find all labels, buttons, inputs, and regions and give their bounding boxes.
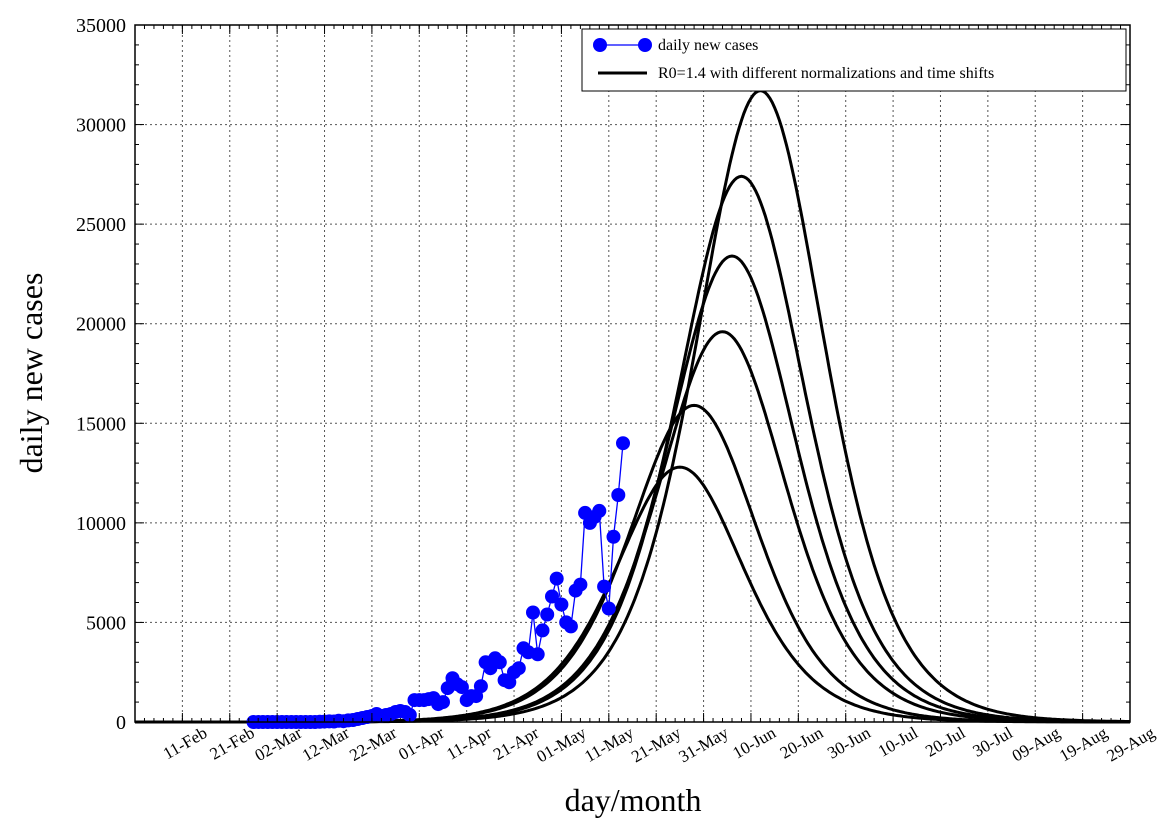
daily-cases-point <box>549 571 564 586</box>
legend-box <box>581 28 1127 92</box>
daily-cases-point <box>611 488 626 502</box>
x-tick-label: 31-May <box>675 723 732 767</box>
x-tick-label: 21-Feb <box>207 723 258 764</box>
x-tick-label: 11-Apr <box>443 723 495 764</box>
plot-frame <box>134 24 1131 723</box>
x-tick-label: 10-Jun <box>729 723 779 763</box>
x-tick-label: 02-Mar <box>251 723 305 765</box>
daily-cases-point <box>473 679 488 694</box>
daily-cases-point <box>573 577 588 592</box>
legend-label-r0-curves: R0=1.4 with different normalizations and… <box>658 65 994 82</box>
x-tick-label: 20-Jun <box>777 723 827 763</box>
daily-cases-point <box>592 503 607 518</box>
x-tick-label: 11-Feb <box>160 723 211 763</box>
daily-cases-point <box>511 661 526 676</box>
daily-cases-point <box>526 605 540 620</box>
x-tick-label: 22-Mar <box>346 723 400 765</box>
x-tick-label: 12-Mar <box>299 723 353 765</box>
x-tick-label: 10-Jul <box>875 723 922 761</box>
daily-cases-point <box>535 623 550 638</box>
grid-lines <box>135 25 1130 722</box>
daily-cases-point <box>492 655 507 670</box>
y-axis-title: daily new cases <box>13 273 49 474</box>
legend: daily new cases R0=1.4 with different no… <box>581 28 1127 92</box>
y-tick-label: 5000 <box>86 612 126 634</box>
daily-cases-point <box>606 529 621 544</box>
daily-cases-point <box>563 619 578 634</box>
legend-label-daily-cases: daily new cases <box>658 37 758 54</box>
x-tick-label: 20-Jul <box>922 723 969 761</box>
daily-cases-point <box>554 597 569 612</box>
data-series <box>246 436 630 729</box>
x-tick-label: 01-May <box>533 723 590 767</box>
y-tick-label: 20000 <box>76 314 126 336</box>
y-tick-labels: 0 5000 10000 15000 20000 25000 30000 35000 <box>76 15 126 734</box>
x-tick-label: 19-Aug <box>1056 723 1111 766</box>
daily-cases-point <box>530 647 545 662</box>
x-tick-label: 21-Apr <box>490 723 542 764</box>
x-axis-title: day/month <box>565 782 702 818</box>
y-tick-label: 30000 <box>76 115 126 137</box>
y-tick-label: 0 <box>116 712 126 734</box>
daily-cases-point <box>601 601 616 616</box>
x-tick-label: 30-Jun <box>824 723 874 763</box>
daily-cases-point <box>616 436 630 451</box>
legend-marker-right <box>638 38 652 52</box>
legend-marker-left <box>593 38 607 52</box>
y-tick-label: 15000 <box>76 413 126 435</box>
daily-cases-point <box>454 680 469 695</box>
x-tick-label: 30-Jul <box>970 723 1017 761</box>
x-tick-label: 01-Apr <box>395 723 447 764</box>
x-tick-label: 21-May <box>628 723 685 767</box>
y-tick-label: 10000 <box>76 513 126 535</box>
x-tick-label: 11-May <box>581 723 637 766</box>
x-tick-label: 09-Aug <box>1009 723 1064 766</box>
daily-cases-point <box>545 589 559 604</box>
daily-cases-point <box>436 695 450 710</box>
x-tick-label: 29-Aug <box>1104 723 1159 766</box>
daily-cases-point <box>540 607 555 622</box>
plot-background <box>135 25 1130 722</box>
x-tick-labels: 11-Feb21-Feb02-Mar12-Mar22-Mar01-Apr11-A… <box>160 723 1159 767</box>
daily-cases-point <box>402 708 417 722</box>
y-tick-label: 25000 <box>76 214 126 236</box>
y-tick-label: 35000 <box>76 15 126 37</box>
daily-cases-point <box>597 579 612 594</box>
